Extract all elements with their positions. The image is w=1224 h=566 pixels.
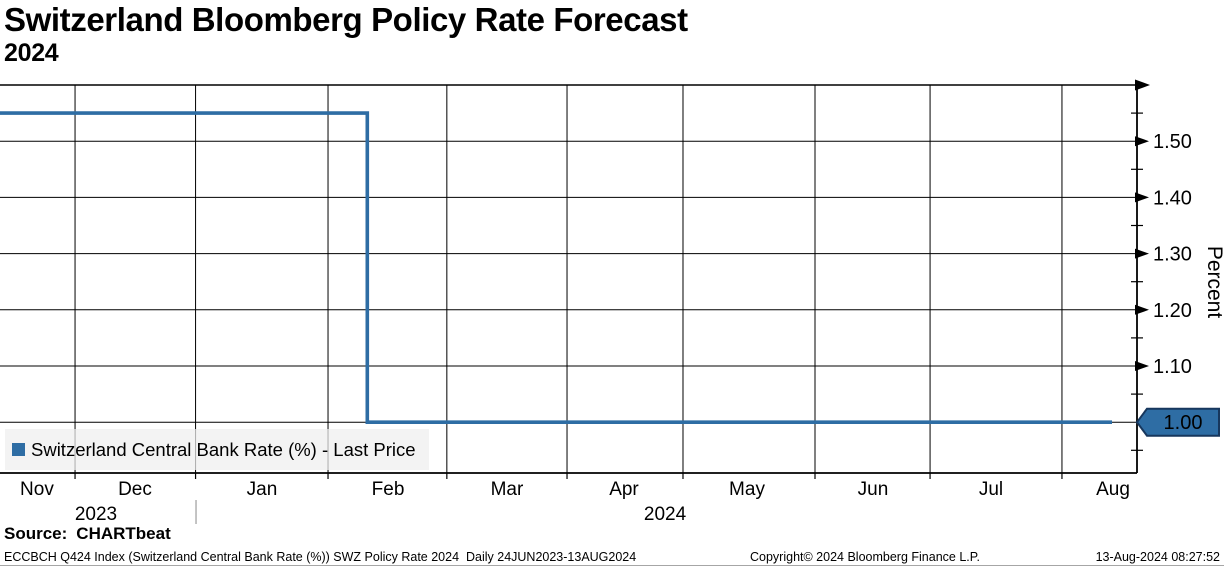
legend-label: Switzerland Central Bank Rate (%) - Last…: [31, 438, 416, 460]
x-year-label: 2024: [644, 504, 687, 525]
chart-title: Switzerland Bloomberg Policy Rate Foreca…: [4, 1, 688, 38]
x-month-label: Aug: [1096, 479, 1130, 500]
footer-timestamp: 13-Aug-2024 08:27:52: [1095, 550, 1220, 564]
rate-step-line: [0, 111, 1112, 425]
footer: ECCBCH Q424 Index (Switzerland Central B…: [0, 549, 1224, 565]
footer-copyright: Copyright© 2024 Bloomberg Finance L.P.: [750, 550, 980, 564]
y-tick-arrow-icon: [1135, 361, 1149, 371]
x-month-label: Mar: [491, 479, 524, 500]
chart-subtitle: 2024: [4, 38, 59, 67]
y-tick-label: 1.50: [1153, 131, 1192, 153]
y-axis-title: Percent: [1203, 246, 1224, 319]
y-tick-arrow-icon: [1135, 248, 1149, 259]
y-tick-label: 1.30: [1153, 244, 1192, 266]
source-label: Source:: [4, 524, 68, 543]
x-month-label: Apr: [609, 479, 639, 500]
title-block: Switzerland Bloomberg Policy Rate Foreca…: [4, 2, 688, 68]
footer-index-description: ECCBCH Q424 Index (Switzerland Central B…: [4, 550, 637, 564]
x-month-label: Jun: [858, 479, 889, 500]
source-row: Source: CHARTbeat: [4, 524, 171, 544]
y-tick-arrow-icon: [1135, 192, 1149, 203]
y-tick-label: 1.10: [1153, 356, 1192, 378]
legend: Switzerland Central Bank Rate (%) - Last…: [5, 429, 429, 470]
y-tick-label: 1.20: [1153, 300, 1192, 322]
last-price-badge-label: 1.00: [1164, 412, 1203, 434]
x-month-label: Nov: [20, 479, 54, 500]
last-price-badge: [1135, 407, 1220, 437]
y-tick-label: 1.40: [1153, 187, 1192, 209]
axis-arrow-icon: [1135, 79, 1150, 91]
source-value: CHARTbeat: [76, 524, 171, 543]
legend-swatch-icon: [12, 443, 25, 456]
x-month-label: Jul: [979, 479, 1003, 500]
x-month-label: Jan: [247, 479, 278, 500]
x-month-label: Dec: [118, 479, 152, 500]
y-tick-arrow-icon: [1135, 304, 1149, 315]
y-tick-arrow-icon: [1135, 136, 1149, 147]
x-month-label: Feb: [372, 479, 405, 500]
x-month-label: May: [729, 479, 765, 500]
x-year-label: 2023: [75, 504, 117, 525]
